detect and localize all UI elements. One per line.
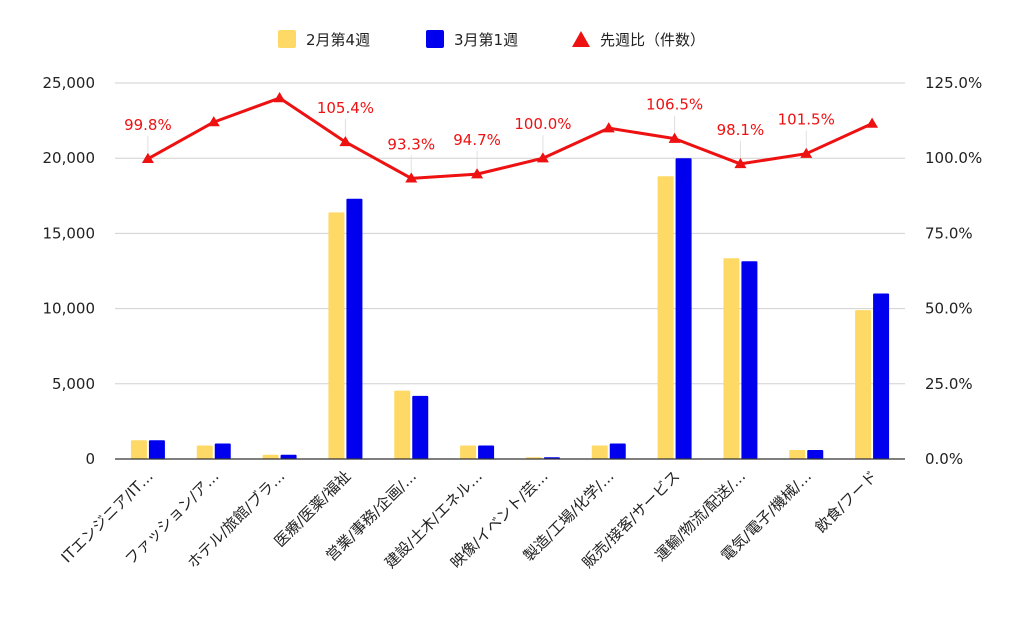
legend-swatch bbox=[572, 31, 590, 47]
line-marker bbox=[602, 122, 615, 133]
bar bbox=[130, 440, 147, 459]
bar bbox=[214, 443, 231, 459]
line-path bbox=[147, 96, 873, 180]
x-category-label: 飲食/フード bbox=[812, 467, 881, 536]
y-right-tick-label: 125.0% bbox=[925, 74, 982, 92]
line-data-label: 98.1% bbox=[717, 121, 765, 139]
bar bbox=[328, 212, 345, 459]
line-marker bbox=[207, 116, 220, 127]
line-marker bbox=[471, 168, 484, 179]
line-marker bbox=[339, 135, 352, 147]
line-marker bbox=[536, 152, 549, 163]
bar bbox=[394, 390, 411, 459]
y-left-tick-label: 25,000 bbox=[43, 74, 96, 92]
bar bbox=[657, 176, 674, 460]
legend-label: 2月第4週 bbox=[306, 31, 370, 49]
y-left-tick-label: 0 bbox=[85, 450, 95, 468]
legend-label: 先週比（件数） bbox=[600, 31, 705, 49]
y-left-tick-label: 5,000 bbox=[52, 375, 95, 393]
line-marker bbox=[866, 117, 879, 128]
line-data-label: 99.8% bbox=[124, 116, 172, 134]
y-left-tick-label: 15,000 bbox=[43, 224, 96, 242]
line-data-label: 106.5% bbox=[646, 96, 703, 114]
y-right-tick-label: 50.0% bbox=[925, 300, 973, 318]
x-axis-categories: ITエンジニア/IT…ファッション/ア…ホテル/旅館/ブラ…医療/医薬/福祉営業… bbox=[58, 467, 881, 572]
legend-label: 3月第1週 bbox=[454, 31, 518, 49]
bar bbox=[346, 198, 363, 460]
bar bbox=[460, 445, 477, 459]
bar bbox=[807, 449, 824, 459]
bar bbox=[675, 158, 692, 459]
y-left-tick-label: 20,000 bbox=[43, 149, 96, 167]
bar bbox=[148, 440, 165, 459]
y-right-tick-label: 75.0% bbox=[925, 224, 973, 242]
line-marker bbox=[141, 152, 154, 164]
line-data-label: 93.3% bbox=[387, 135, 435, 153]
y-right-tick-label: 25.0% bbox=[925, 375, 973, 393]
bar bbox=[789, 449, 806, 459]
line-data-labels: 99.8% 105.4% 93.3% 94.7% 100.0% 106.5% 98.1% 10… bbox=[124, 96, 835, 173]
bar bbox=[873, 293, 890, 459]
line-data-label: 94.7% bbox=[453, 131, 501, 149]
bar bbox=[280, 454, 297, 459]
y-left-tick-label: 10,000 bbox=[43, 300, 96, 318]
bar bbox=[855, 310, 872, 459]
y-axis-left: 0 5,000 10,000 15,000 20,000 25,000 bbox=[43, 74, 96, 468]
line-marker bbox=[800, 147, 813, 158]
line-data-label: 100.0% bbox=[514, 115, 571, 133]
y-right-tick-label: 0.0% bbox=[925, 450, 963, 468]
legend-swatch bbox=[278, 30, 296, 48]
bar bbox=[591, 445, 608, 459]
bar bbox=[412, 395, 429, 459]
line-marker bbox=[668, 132, 681, 143]
bar bbox=[196, 445, 213, 459]
bar-series bbox=[130, 158, 890, 460]
line-series bbox=[141, 92, 879, 183]
legend-swatch bbox=[426, 30, 444, 48]
line-data-label: 101.5% bbox=[778, 111, 835, 129]
bar bbox=[262, 454, 279, 459]
line-marker bbox=[734, 157, 747, 169]
legend: 2月第4週 3月第1週 先週比（件数） bbox=[278, 30, 705, 49]
y-axis-right: 0.0% 25.0% 50.0% 75.0% 100.0% 125.0% bbox=[925, 74, 982, 468]
bar bbox=[609, 443, 626, 459]
line-marker bbox=[405, 172, 418, 183]
line-marker bbox=[273, 92, 286, 103]
line-data-label: 105.4% bbox=[317, 99, 374, 117]
bar bbox=[741, 261, 758, 459]
bar bbox=[478, 445, 495, 459]
y-right-tick-label: 100.0% bbox=[925, 149, 982, 167]
bar bbox=[723, 258, 740, 459]
